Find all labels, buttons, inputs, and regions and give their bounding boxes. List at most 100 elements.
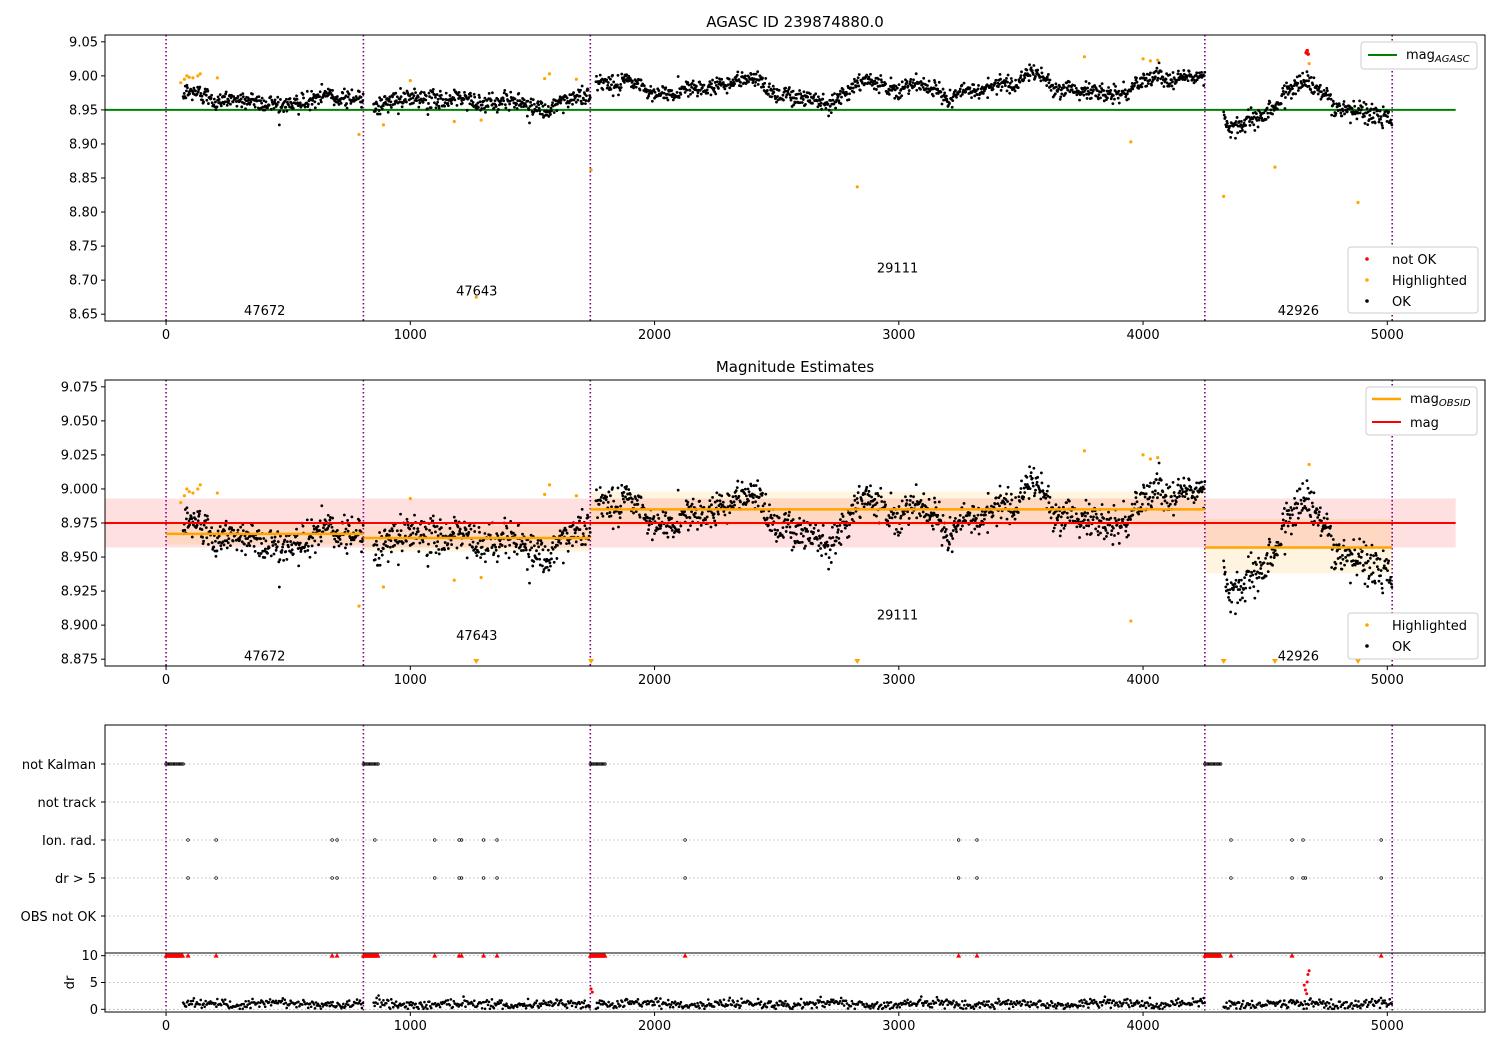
ok-point	[284, 550, 288, 553]
ok-point	[1248, 123, 1252, 127]
p2-x-tick-label: 3000	[882, 673, 915, 688]
ok-point	[770, 529, 774, 533]
ok-point	[921, 502, 925, 506]
ok-point	[688, 516, 692, 520]
ok-point	[723, 87, 727, 91]
ok-point	[1135, 491, 1138, 495]
ok-point	[1094, 94, 1098, 98]
ok-point	[1385, 578, 1389, 582]
ok-point	[526, 99, 530, 103]
ok-point	[1248, 586, 1252, 590]
dr-point	[193, 1005, 197, 1008]
ok-point	[313, 106, 317, 110]
ok-point	[270, 98, 274, 102]
ok-point	[786, 518, 790, 522]
ok-point	[1117, 101, 1121, 105]
dr-point	[351, 1003, 355, 1007]
ok-point	[1353, 563, 1357, 567]
ok-point	[558, 95, 562, 99]
ok-point	[251, 524, 254, 527]
ok-point	[360, 540, 364, 543]
ok-point	[373, 543, 377, 546]
dr-point	[241, 1007, 245, 1011]
dr-point	[388, 1007, 392, 1011]
ok-point	[204, 526, 208, 530]
ok-point	[802, 519, 806, 523]
ok-point	[905, 502, 908, 506]
ok-point	[636, 82, 640, 85]
dr-point	[375, 996, 378, 1000]
ok-point	[373, 109, 377, 113]
ok-point	[856, 501, 860, 505]
ok-point	[793, 541, 797, 545]
ok-point	[1097, 93, 1101, 97]
ok-point	[1330, 113, 1334, 117]
ok-point	[652, 515, 656, 518]
ok-point	[767, 92, 770, 96]
ok-point	[897, 83, 901, 87]
ok-point	[995, 92, 999, 96]
ok-point	[1358, 99, 1362, 103]
clipped-highlighted-marker	[473, 659, 480, 664]
ok-point	[710, 82, 713, 86]
ok-point	[1318, 506, 1322, 510]
dr-point	[216, 997, 219, 1001]
ok-point	[1047, 501, 1051, 505]
ok-point	[565, 531, 569, 535]
ok-point	[889, 76, 893, 80]
ok-point	[263, 556, 267, 559]
ok-point	[719, 502, 723, 506]
ok-point	[1253, 596, 1257, 600]
ok-point	[1316, 523, 1320, 527]
ok-point	[1073, 84, 1077, 88]
ok-point	[524, 548, 528, 552]
ok-point	[281, 542, 285, 546]
ok-point	[415, 99, 419, 103]
ok-point	[945, 97, 949, 101]
ok-point	[855, 84, 858, 88]
ok-point	[354, 529, 358, 532]
ok-point	[395, 529, 399, 533]
ok-point	[431, 514, 435, 518]
ok-point	[993, 502, 997, 506]
dr-point	[344, 1004, 347, 1008]
ok-point	[921, 82, 925, 85]
ok-point	[1231, 588, 1235, 592]
ok-point	[515, 107, 519, 110]
ok-point	[197, 514, 201, 518]
ok-point	[1178, 494, 1181, 498]
ok-point	[1102, 537, 1106, 541]
ok-point	[835, 535, 839, 539]
ok-point	[1260, 116, 1264, 120]
ok-point	[894, 527, 898, 531]
ok-point	[1195, 495, 1199, 499]
ok-point	[278, 109, 282, 113]
ok-point	[1109, 516, 1113, 520]
ok-point	[574, 540, 578, 544]
ok-point	[1202, 74, 1206, 78]
ok-point	[467, 530, 471, 534]
ok-point	[277, 560, 281, 564]
ok-point	[459, 96, 463, 100]
ok-point	[511, 531, 515, 535]
ok-point	[811, 101, 814, 105]
ok-point	[687, 83, 691, 87]
ok-point	[446, 547, 450, 550]
ok-point	[1182, 476, 1186, 480]
ok-point	[477, 106, 480, 109]
obsid-label: 42926	[1278, 304, 1319, 319]
ok-point	[316, 525, 320, 528]
ok-point	[1314, 511, 1318, 515]
ok-point	[303, 549, 307, 553]
ok-point	[380, 98, 384, 101]
ok-point	[768, 503, 771, 507]
ok-point	[567, 541, 571, 545]
ok-point	[1165, 501, 1169, 505]
ok-point	[318, 519, 322, 523]
ok-point	[1307, 79, 1310, 83]
ok-point	[1137, 512, 1141, 516]
ok-point	[210, 541, 214, 545]
ok-point	[285, 109, 289, 113]
ok-point	[1355, 573, 1359, 577]
ok-point	[1358, 111, 1362, 115]
